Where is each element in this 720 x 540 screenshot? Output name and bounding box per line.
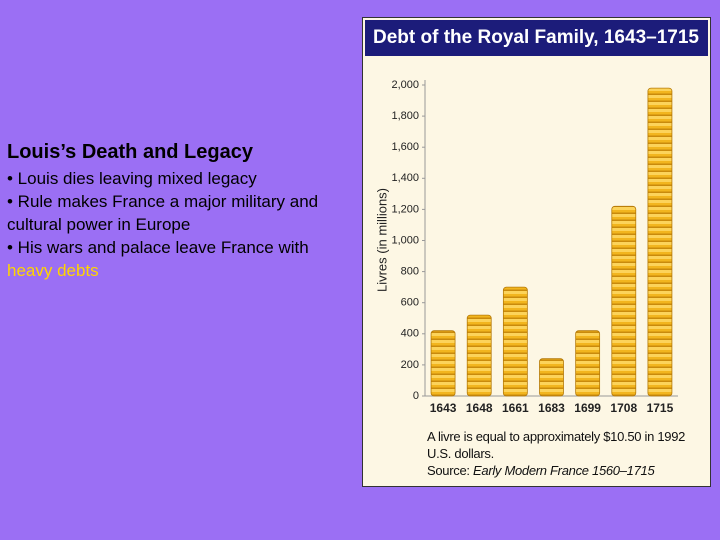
chart: Debt of the Royal Family, 1643–1715 Livr… [365, 20, 708, 415]
y-tick-label: 800 [401, 266, 419, 278]
y-tick-label: 200 [401, 359, 419, 371]
y-tick-label: 1,400 [391, 172, 419, 184]
bar [647, 87, 673, 397]
bar [430, 330, 456, 397]
chart-title: Debt of the Royal Family, 1643–1715 [373, 27, 699, 48]
note: A livre is equal to approximately $10.50… [427, 429, 686, 461]
bullet: • Rule makes France a major military and… [7, 192, 319, 234]
y-tick-label: 1,200 [391, 203, 419, 215]
y-tick-label: 2,000 [391, 79, 419, 91]
y-tick-label: 1,800 [391, 110, 419, 122]
bar [611, 205, 637, 397]
x-tick-label: 1648 [466, 401, 493, 415]
slide-heading: Louis’s Death and Legacy [7, 141, 253, 163]
y-axis-label: Livres (in millions) [374, 188, 389, 292]
y-tick-label: 400 [401, 328, 419, 340]
highlight: heavy debts [7, 261, 99, 280]
slide-text: Louis’s Death and Legacy • Louis dies le… [7, 139, 352, 282]
x-tick-label: 1643 [430, 401, 457, 415]
title-bar [365, 20, 708, 56]
bar [539, 358, 564, 397]
bar [466, 314, 492, 397]
y-tick-label: 1,600 [391, 141, 419, 153]
source: Source: Early Modern France 1560–1715 [427, 462, 687, 479]
notes: A livre is equal to approximately $10.50… [427, 428, 687, 479]
y-tick-label: 600 [401, 297, 419, 309]
bar [575, 330, 601, 397]
source-label: Source: [427, 463, 470, 478]
x-tick-label: 1661 [502, 401, 529, 415]
bullet-text: • His wars and palace leave France with [7, 238, 309, 257]
bullet: • His wars and palace leave France with … [7, 236, 352, 282]
x-tick-label: 1715 [647, 401, 674, 415]
x-tick-label: 1708 [610, 401, 637, 415]
y-tick-label: 1,000 [391, 234, 419, 246]
x-tick-label: 1683 [538, 401, 565, 415]
bullet: • Louis dies leaving mixed legacy [7, 169, 257, 188]
source-title: Early Modern France 1560–1715 [473, 463, 655, 478]
y-tick-label: 0 [413, 390, 419, 402]
bar [502, 286, 528, 397]
chart-panel: Debt of the Royal Family, 1643–1715 Livr… [362, 17, 711, 487]
x-tick-label: 1699 [574, 401, 601, 415]
